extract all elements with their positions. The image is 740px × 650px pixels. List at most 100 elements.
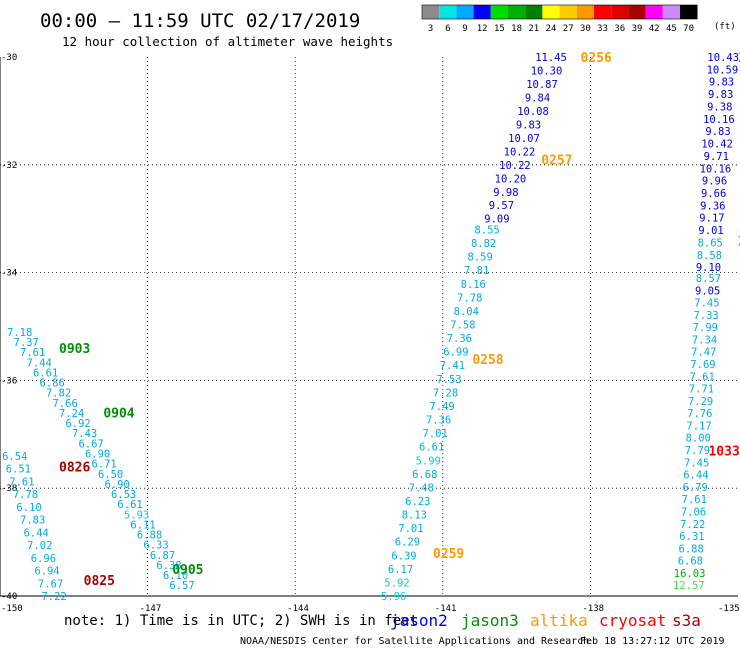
wave-height-value: 5.99 [416, 455, 441, 467]
wave-height-value: 7.82 [46, 388, 71, 400]
wave-height-value: 7.29 [688, 396, 713, 408]
wave-height-value: 7.61 [690, 371, 715, 383]
y-tick-label: -32 [1, 161, 17, 171]
wave-height-value: 5.92 [384, 577, 409, 589]
footer-timestamp: Feb 18 13:27:12 UTC 2019 [580, 636, 725, 647]
wave-height-value: 16.03 [674, 568, 706, 580]
wave-height-value: 6.79 [682, 482, 707, 494]
wave-height-value: 7.24 [59, 408, 84, 420]
color-scale-label: 42 [649, 24, 660, 34]
wave-height-value: 10.07 [508, 133, 540, 145]
x-tick-label: -144 [287, 604, 309, 614]
wave-height-value: 8.65 [698, 237, 723, 249]
wave-height-value: 7.99 [693, 322, 718, 334]
wave-height-value: 7.71 [689, 384, 714, 396]
wave-height-value: 7.45 [694, 298, 719, 310]
wave-height-value: 7.66 [52, 398, 77, 410]
satellite-legend-altika: altika [530, 611, 588, 630]
y-tick-label: -34 [1, 269, 17, 279]
wave-height-value: 6.96 [31, 553, 56, 565]
wave-height-value: 12.57 [673, 580, 705, 592]
wave-height-value: 7.22 [41, 591, 66, 603]
color-scale-label: 18 [511, 24, 522, 34]
wave-height-value: 7.28 [433, 387, 458, 399]
satellite-legend: jason2 jason3 altika cryosat s3a [390, 611, 701, 630]
chart-title: 00:00 – 11:59 UTC 02/17/2019 [40, 10, 360, 32]
color-scale-label: 39 [632, 24, 643, 34]
color-scale-swatch [422, 5, 440, 19]
wave-height-value: 6.51 [6, 464, 31, 476]
wave-height-value: 6.88 [679, 543, 704, 555]
wave-height-value: 6.67 [78, 438, 103, 450]
pass-time-label: 10 [738, 51, 740, 66]
wave-height-value: 9.83 [705, 126, 730, 138]
wave-height-value: 6.39 [391, 550, 416, 562]
wave-height-value: 5.93 [124, 509, 149, 521]
wave-height-value: 6.61 [33, 367, 58, 379]
wave-height-value: 7.47 [691, 347, 716, 359]
pass-time-label: 0256 [581, 51, 612, 66]
wave-height-value: 8.16 [461, 279, 486, 291]
wave-height-value: 10.16 [700, 163, 732, 175]
wave-height-value: 6.23 [405, 496, 430, 508]
color-scale-label: 3 [428, 24, 433, 34]
chart-subtitle: 12 hour collection of altimeter wave hei… [62, 34, 393, 49]
wave-height-value: 10.87 [526, 79, 558, 91]
pass-time-label: 1032 [738, 234, 740, 249]
color-scale-label: 12 [477, 24, 488, 34]
wave-height-value: 7.81 [464, 265, 489, 277]
footer-credit: NOAA/NESDIS Center for Satellite Applica… [240, 636, 589, 647]
wave-height-value: 7.02 [27, 540, 52, 552]
wave-height-value: 10.59 [707, 64, 739, 76]
pass-time-label: 0258 [472, 353, 503, 368]
x-tick-label: -147 [140, 604, 162, 614]
pass-time-label: 0905 [172, 563, 203, 578]
wave-height-value: 9.71 [704, 151, 729, 163]
wave-height-value: 9.57 [489, 200, 514, 212]
wave-height-value: 9.17 [699, 213, 724, 225]
wave-height-value: 7.83 [20, 515, 45, 527]
y-tick-label: -40 [1, 592, 17, 602]
color-scale-swatch [680, 5, 698, 19]
wave-height-value: 8.13 [402, 510, 427, 522]
color-scale-swatch [508, 5, 526, 19]
color-scale-swatch [576, 5, 594, 19]
wave-height-value: 9.66 [701, 188, 726, 200]
wave-height-value: 8.58 [697, 250, 722, 262]
wave-height-value: 10.42 [701, 139, 733, 151]
altimeter-tracks: 7.187.377.617.446.616.867.827.667.246.92… [2, 52, 739, 603]
color-scale-swatch [662, 5, 680, 19]
wave-height-value: 11.45 [535, 52, 567, 64]
wave-height-value: 10.30 [531, 65, 563, 77]
color-scale-swatch [594, 5, 612, 19]
wave-height-value: 6.61 [419, 442, 444, 454]
wave-height-value: 6.10 [16, 502, 41, 514]
color-scale-unit: (ft) [714, 22, 736, 32]
map-grid [0, 57, 738, 596]
wave-height-value: 8.59 [468, 252, 493, 264]
pass-time-label: 0257 [541, 153, 572, 168]
footer-note: note: 1) Time is in UTC; 2) SWH is in fe… [64, 613, 418, 629]
color-scale-label: 36 [614, 24, 625, 34]
axis-tick-labels: -30 -32 -34 -36 -38 -40 -150 -147 -144 -141 -138 -1… [1, 53, 740, 614]
wave-height-value: 7.79 [685, 445, 710, 457]
wave-height-value: 8.55 [474, 224, 499, 236]
wave-height-value: 10.08 [517, 106, 549, 118]
color-scale-legend: 3 6 9 12 15 18 21 24 27 30 33 36 39 42 45 70 [421, 4, 698, 34]
satellite-legend-jason3: jason3 [461, 611, 519, 630]
wave-height-value: 7.78 [457, 292, 482, 304]
wave-height-value: 9.05 [695, 285, 720, 297]
satellite-legend-s3a: s3a [672, 611, 701, 630]
wave-height-value: 6.38 [156, 560, 181, 572]
wave-height-value: 7.22 [680, 519, 705, 531]
wave-height-value: 6.90 [85, 448, 110, 460]
wave-height-value: 6.94 [34, 566, 59, 578]
wave-height-value: 7.17 [686, 420, 711, 432]
wave-height-value: 7.01 [398, 523, 423, 535]
wave-height-value: 6.68 [678, 556, 703, 568]
color-scale-swatch [456, 5, 474, 19]
color-scale-label: 21 [528, 24, 539, 34]
wave-height-value: 7.61 [20, 347, 45, 359]
wave-height-value: 8.00 [686, 433, 711, 445]
color-scale-label: 70 [683, 24, 694, 34]
